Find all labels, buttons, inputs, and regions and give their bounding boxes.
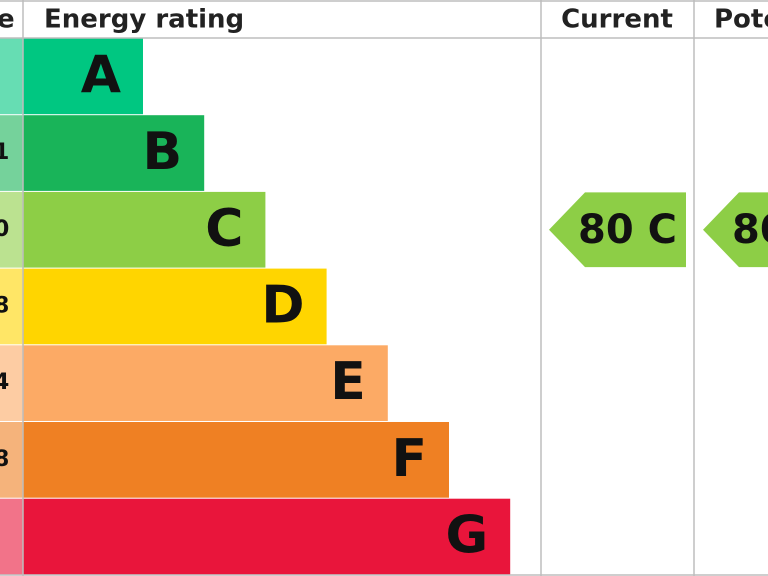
score-cell — [0, 498, 23, 575]
rating-bar — [23, 498, 511, 575]
rating-letter: C — [205, 199, 243, 259]
rating-bar — [23, 422, 449, 498]
rating-bar — [23, 345, 388, 421]
score-cell — [0, 422, 23, 498]
rating-letter: D — [261, 275, 304, 335]
score-label: 8 — [0, 293, 9, 318]
rating-bar — [23, 38, 143, 115]
score-label: 1 — [0, 140, 9, 165]
score-cell — [0, 345, 23, 421]
bands: A 1 B 0 C 8 D 4 E 8 FG 80 C 80 — [0, 38, 768, 575]
score-label: 8 — [0, 447, 9, 472]
potential-arrow — [703, 192, 768, 268]
potential-header: Pote — [714, 5, 768, 35]
score-cell — [0, 38, 23, 115]
rating-letter: E — [330, 352, 366, 412]
score-cell — [0, 268, 23, 345]
current-label: 80 C — [578, 207, 677, 253]
potential-label: 80 — [732, 207, 768, 253]
rating-letter: A — [81, 45, 121, 105]
score-header: e — [0, 5, 15, 35]
rating-header: Energy rating — [44, 5, 244, 35]
score-cell — [0, 191, 23, 268]
rating-bar — [23, 191, 266, 268]
rating-letter: G — [446, 506, 489, 566]
current-header: Current — [561, 5, 673, 35]
score-label: 0 — [0, 217, 9, 242]
rating-letter: F — [391, 429, 427, 489]
current-arrow — [549, 192, 686, 268]
rating-bar — [23, 115, 205, 191]
rating-letter: B — [143, 122, 183, 182]
score-cell — [0, 115, 23, 191]
rating-bar — [23, 268, 327, 345]
score-label: 4 — [0, 370, 9, 395]
